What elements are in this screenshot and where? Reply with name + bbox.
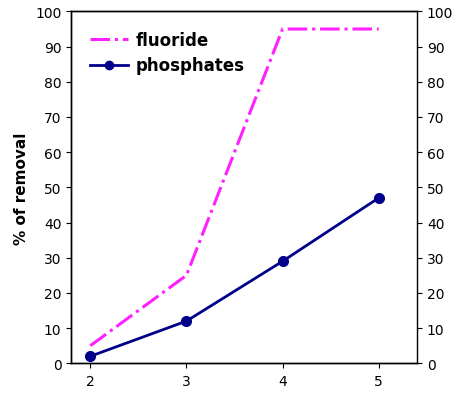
Y-axis label: % of removal: % of removal — [14, 132, 29, 244]
Legend: fluoride, phosphates: fluoride, phosphates — [86, 27, 250, 80]
